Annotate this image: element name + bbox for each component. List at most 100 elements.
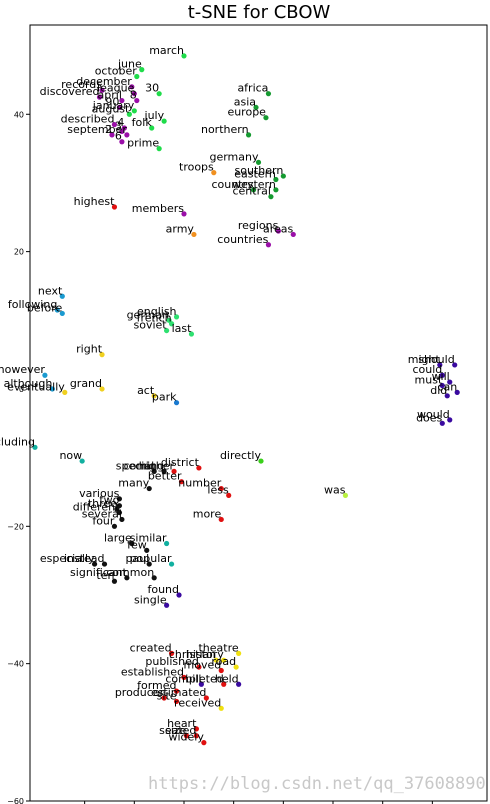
label-april: april — [98, 89, 122, 102]
label-eventually: eventually — [7, 380, 65, 393]
label-eastern: eastern — [234, 168, 276, 181]
label-described: described — [61, 113, 115, 126]
point-africa — [265, 91, 272, 97]
point-ten — [111, 578, 118, 584]
point-different — [116, 509, 123, 516]
label-site: site — [157, 689, 177, 702]
point-described — [111, 121, 118, 128]
point-december — [129, 84, 135, 90]
label-estimated: estimated — [151, 686, 206, 699]
label-instead: instead — [64, 552, 105, 565]
point-league — [131, 91, 137, 97]
label-more: more — [193, 507, 222, 520]
point-french — [168, 321, 175, 327]
point-including — [32, 444, 38, 450]
label-2: 2 — [105, 123, 112, 136]
label-higher: higher — [139, 459, 175, 472]
point-four — [111, 523, 118, 529]
point-august — [126, 111, 132, 117]
point-central — [268, 194, 274, 200]
label-central: central — [232, 185, 270, 198]
label-following: following — [8, 298, 57, 311]
chart-title: t-SNE for CBOW — [188, 2, 331, 23]
point-records — [99, 87, 105, 93]
label-august: august — [92, 102, 130, 115]
point-producer — [161, 695, 167, 701]
watermark: https://blog.csdn.net/qq_37608890 — [148, 774, 486, 794]
label-found: found — [147, 583, 179, 596]
label-received: received — [174, 696, 221, 709]
point-few — [144, 547, 150, 553]
label-heart: heart — [167, 717, 197, 730]
label-army: army — [166, 222, 195, 235]
point-areas — [290, 231, 296, 238]
point-bill — [198, 681, 204, 687]
label-would: would — [417, 408, 450, 421]
label-moved: moved — [184, 659, 222, 672]
label-might: might — [408, 353, 441, 366]
point-following — [54, 307, 60, 313]
label-number: number — [178, 477, 221, 490]
label-popular: popular — [130, 552, 172, 565]
point-theatre — [236, 650, 242, 656]
label-4: 4 — [117, 116, 124, 129]
point-september — [124, 132, 130, 138]
label-september: september — [67, 123, 127, 136]
point-number — [218, 485, 224, 492]
point-troops — [211, 170, 217, 176]
label-germany: germany — [209, 150, 259, 163]
label-four: four — [92, 514, 115, 527]
label-regions: regions — [238, 219, 279, 232]
point-district — [196, 465, 202, 471]
point-highest — [111, 204, 118, 210]
point-germany — [255, 159, 262, 165]
label-district: district — [161, 456, 200, 469]
point-seated — [193, 733, 200, 739]
y-tick-label: 40 — [14, 110, 24, 119]
label-will: will — [432, 370, 450, 383]
label-size: size — [165, 724, 187, 737]
point-northern — [245, 132, 252, 138]
point-act — [151, 393, 157, 399]
label-december: december — [76, 75, 132, 88]
point-8 — [134, 97, 140, 104]
point-however — [42, 372, 48, 378]
label-january: january — [92, 99, 135, 112]
label-german: german — [127, 308, 170, 321]
y-tick-label: 20 — [14, 248, 24, 257]
point-estimated — [203, 695, 209, 701]
y-tick-label: −60 — [7, 797, 24, 804]
label-could: could — [412, 363, 442, 376]
label-soviet: soviet — [133, 319, 167, 332]
y-axis-ticks: 40 20 0 −20 −40 −60 — [7, 110, 30, 804]
point-site — [173, 698, 180, 705]
label-directly: directly — [220, 449, 262, 462]
label-before: before — [27, 301, 63, 314]
point-before — [59, 310, 65, 317]
point-eastern — [273, 176, 279, 183]
point-july — [161, 118, 167, 124]
point-30 — [156, 91, 162, 97]
label-highest: highest — [74, 195, 115, 208]
point-january — [131, 108, 137, 114]
label-common: common — [106, 566, 154, 579]
label-europe: europe — [227, 106, 266, 119]
label-league: league — [97, 82, 135, 95]
label-records: records — [61, 78, 102, 91]
label-english: english — [137, 305, 177, 318]
point-especially — [91, 561, 98, 567]
point-europe — [263, 115, 269, 121]
label-last: last — [172, 322, 193, 335]
point-various — [116, 496, 123, 502]
label-park: park — [152, 391, 177, 404]
point-soviet — [164, 327, 170, 334]
label-widely: widely — [168, 731, 204, 744]
point-size — [183, 733, 190, 739]
label-october: october — [95, 65, 138, 78]
point-established — [181, 674, 187, 680]
point-might — [437, 362, 443, 368]
point-will — [447, 379, 453, 385]
label-producer: producer — [115, 686, 165, 699]
point-countries — [265, 242, 272, 248]
